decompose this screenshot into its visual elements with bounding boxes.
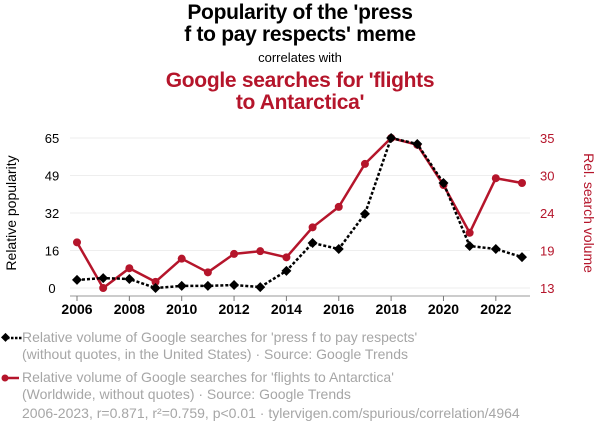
series-press-f-point — [229, 280, 240, 290]
x-tick-label: 2006 — [61, 301, 92, 317]
y-tick-label: 32 — [45, 206, 59, 221]
chart-title-secondary-line1: Google searches for 'flights — [165, 69, 435, 92]
series-press-f-point — [176, 280, 187, 291]
circle-marker-icon — [1, 374, 9, 382]
chart-title-line1: Popularity of the 'press — [187, 1, 413, 24]
series-antarctica-point — [125, 264, 134, 273]
y-tick-label: 0 — [48, 281, 55, 296]
series-antarctica-point — [151, 277, 160, 286]
x-tick-label: 2018 — [376, 301, 407, 317]
y-tick-label: 16 — [45, 244, 59, 259]
chart-plot: 0 16 32 49 65 13 19 24 30 35 2006 2008 2010 2012 2014 2… — [3, 131, 597, 317]
series-antarctica-point — [491, 174, 500, 183]
series-antarctica-point — [177, 254, 186, 263]
series-press-f-point — [307, 238, 318, 248]
x-tick-label: 2020 — [428, 301, 459, 317]
series-press-f-point — [124, 274, 135, 284]
diamond-marker-icon — [1, 332, 10, 342]
gridlines — [70, 137, 530, 289]
series-antarctica-point — [360, 159, 369, 168]
y-tick-label: 49 — [45, 169, 59, 184]
series-antarctica-point — [99, 284, 108, 292]
series-antarctica-point — [203, 268, 212, 277]
legend-swatch-antarctica — [1, 374, 19, 382]
series-press-f-point — [98, 273, 109, 284]
x-tick-label: 2008 — [114, 301, 145, 317]
series-press-f-point — [72, 274, 82, 285]
legend-text-line2: (without quotes, in the United States) ·… — [22, 346, 408, 362]
series-press-f-point — [150, 283, 161, 293]
footer-stats: 2006-2023, r=0.871, r²=0.759, p<0.01 · t… — [22, 405, 520, 421]
y-tick-label: 65 — [45, 131, 59, 146]
chart-title-secondary: Google searches for 'flights to Antarcti… — [0, 70, 600, 114]
x-tick-label: 2014 — [271, 301, 302, 317]
series-antarctica-line — [75, 136, 523, 290]
series-press-f-point — [490, 244, 501, 254]
series-press-f-point — [412, 139, 423, 149]
series-antarctica-point — [465, 228, 474, 237]
series-antarctica-point — [73, 238, 81, 247]
series-antarctica-point — [282, 253, 291, 262]
series-press-f-point — [517, 252, 527, 263]
y2-axis-label: Rel. search volume — [581, 153, 597, 273]
y2-tick-label: 24 — [540, 206, 554, 221]
series-antarctica-point — [230, 249, 239, 258]
series-press-f-line — [76, 136, 523, 290]
series-press-f-point — [255, 282, 266, 293]
y-axis-label: Relative popularity — [3, 155, 19, 270]
series-press-f-point — [438, 178, 449, 188]
y2-tick-label: 13 — [540, 281, 554, 296]
y2-tick-label: 19 — [540, 244, 554, 259]
series-antarctica-point — [256, 247, 265, 256]
series-press-f-point — [202, 280, 213, 291]
chart-title-secondary-line2: to Antarctica' — [235, 91, 365, 114]
x-tick-label: 2016 — [323, 301, 354, 317]
y2-tick-label: 30 — [540, 169, 554, 184]
legend-swatch-press-f — [1, 332, 22, 342]
x-tick-label: 2012 — [218, 301, 249, 317]
series-antarctica-point — [334, 202, 343, 211]
legend-text-line1: Relative volume of Google searches for '… — [22, 329, 418, 345]
series-press-f-point — [386, 133, 397, 143]
series-antarctica-point — [308, 223, 317, 232]
legend-text-line1: Relative volume of Google searches for '… — [22, 369, 394, 385]
chart-title-line2: f to pay respects' meme — [184, 23, 416, 46]
chart-title: Popularity of the 'press f to pay respec… — [0, 2, 600, 46]
series-layer — [72, 133, 527, 293]
legend-item-press-f: Relative volume of Google searches for '… — [1, 329, 418, 363]
series-press-f-point — [464, 241, 475, 251]
legend-text-line2: (Worldwide, without quotes) · Source: Go… — [22, 386, 351, 402]
series-press-f-point — [359, 208, 370, 219]
series-antarctica-point — [518, 179, 526, 187]
series-press-f-point — [333, 244, 344, 254]
axes: 0 16 32 49 65 13 19 24 30 35 2006 2008 2010 2012 2014 2… — [45, 131, 555, 317]
series-press-f-point — [281, 265, 292, 276]
x-tick-label: 2022 — [480, 301, 511, 317]
x-tick-label: 2010 — [166, 301, 197, 317]
chart-subtitle: correlates with — [258, 50, 342, 65]
y2-tick-label: 35 — [540, 131, 554, 146]
legend-item-antarctica: Relative volume of Google searches for '… — [1, 369, 394, 403]
